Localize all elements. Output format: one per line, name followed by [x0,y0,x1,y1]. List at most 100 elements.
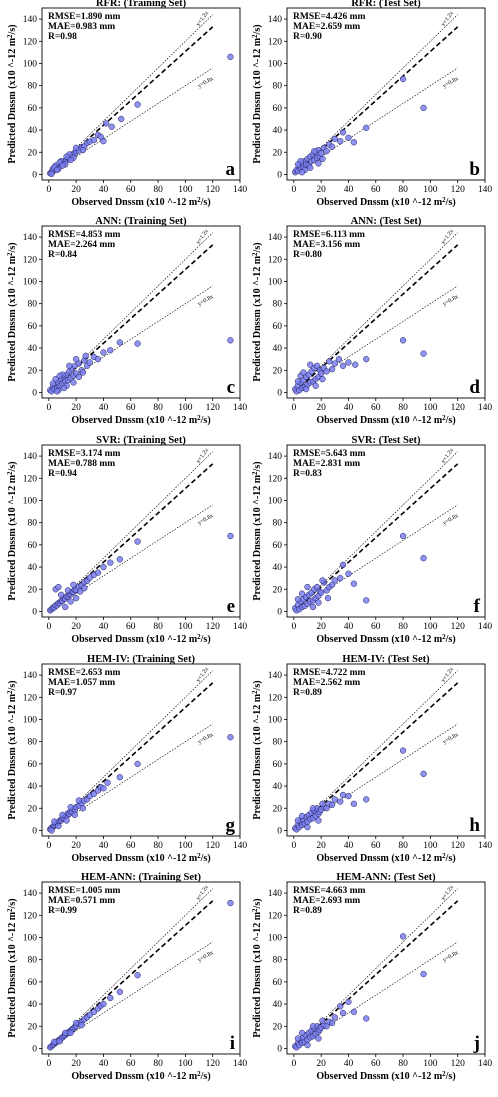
plot-frame [41,881,241,1055]
x-tick-label: 140 [478,1059,493,1069]
data-point [116,774,123,781]
x-tick-label: 100 [178,185,193,195]
metric-text: MAE=0.983 mm [48,22,115,32]
plot-frame [41,7,241,181]
data-point [90,136,98,144]
panel-letter: c [227,377,235,398]
ref-line-0.8x [48,941,213,1049]
y-tick-label: 0 [32,607,37,617]
y-axis-label-sup: 2 [6,908,14,912]
data-point [324,594,332,602]
metric-text: RMSE=4.853 mm [48,230,121,240]
data-point [328,365,336,373]
data-point [53,166,61,174]
y-axis-label-tail: /s) [7,898,18,909]
data-point [67,598,74,605]
data-point [345,134,352,141]
data-point [350,800,358,807]
data-point [352,361,359,368]
y-axis-label-tail: /s) [7,24,18,35]
panel-title: HEM-IV: (Test Set) [342,654,430,665]
data-point [59,811,66,819]
x-tick-label: 140 [233,622,248,632]
data-point [319,375,326,383]
y-tick-label: 60 [273,104,283,114]
y-axis-label-sup: 2 [251,690,259,694]
x-tick-label: 20 [71,622,81,632]
y-axis-label-main: Predicted Dnssm (x10 ^-12 m [252,37,263,163]
data-point [94,569,102,576]
data-point [312,382,319,389]
plot-frame [286,881,486,1055]
fit-line [293,463,459,613]
y-tick-label: 40 [273,1000,283,1010]
x-tick-label: 140 [478,841,493,851]
plot-area [47,888,234,1051]
metric-text: R=0.94 [48,469,77,479]
x-tick-label: 60 [371,1059,381,1069]
y-axis-label-tail: /s) [7,461,18,472]
y-tick-label: 120 [23,911,38,921]
x-tick-label: 80 [153,1059,163,1069]
x-tick-label: 140 [233,185,248,195]
x-axis-label-tail: /s) [445,1071,456,1082]
data-point [79,146,87,154]
y-tick-label: 100 [268,715,283,725]
data-point [331,360,338,367]
y-axis-label-main: Predicted Dnssm (x10 ^-12 m [7,911,18,1037]
ref-label-0.8x: y=0.8x [197,732,215,746]
y-axis-label-tail: /s) [252,680,263,691]
ref-line-0.8x [48,504,213,612]
ref-line-0.8x [293,504,458,612]
data-point [100,138,107,145]
data-point [304,1041,311,1049]
data-point [59,162,66,169]
y-axis-label: Predicted Dnssm (x10 ^-12 m2/s) [6,24,18,163]
data-point [339,362,347,369]
x-tick-label: 60 [126,185,136,195]
ref-label-0.8x: y=0.8x [442,76,460,90]
x-tick-label: 120 [206,841,221,851]
data-point [227,899,234,907]
y-tick-label: 20 [28,585,38,595]
y-axis-label-tail: /s) [252,461,263,472]
plot-frame [41,444,241,618]
data-point [300,369,307,376]
ref-line-1.2x [48,888,213,1049]
y-tick-label: 140 [268,671,283,681]
y-tick-label: 20 [273,148,283,158]
x-axis-label: Observed Dnssm (x10 ^-12 m2/s) [316,196,455,208]
plot-frame [286,663,486,837]
y-tick-label: 0 [32,826,37,836]
ref-line-1.2x [293,670,458,831]
y-tick-label: 60 [273,322,283,332]
data-point [399,933,407,940]
y-axis-label-tail: /s) [7,242,18,253]
ref-line-0.8x [293,941,458,1049]
data-point [315,817,322,824]
data-point [363,356,370,363]
data-point [103,120,110,127]
y-tick-label: 60 [273,541,283,551]
plot-area [292,451,459,614]
x-tick-label: 80 [398,185,408,195]
data-point [319,577,326,584]
metric-text: MAE=2.562 mm [293,678,360,688]
y-tick-label: 0 [277,607,282,617]
data-point [345,359,352,366]
y-tick-label: 60 [273,760,283,770]
y-tick-label: 0 [277,388,282,398]
y-tick-label: 20 [28,148,38,158]
x-tick-label: 40 [344,622,354,632]
data-point [315,1035,322,1042]
data-point [66,362,73,369]
data-point [339,1009,347,1017]
data-point [134,972,141,979]
y-tick-label: 0 [32,388,37,398]
data-point [350,1008,358,1015]
data-point [77,588,84,595]
data-point [319,155,326,163]
data-point [107,559,114,566]
data-point [72,594,80,602]
y-tick-label: 80 [273,519,283,529]
